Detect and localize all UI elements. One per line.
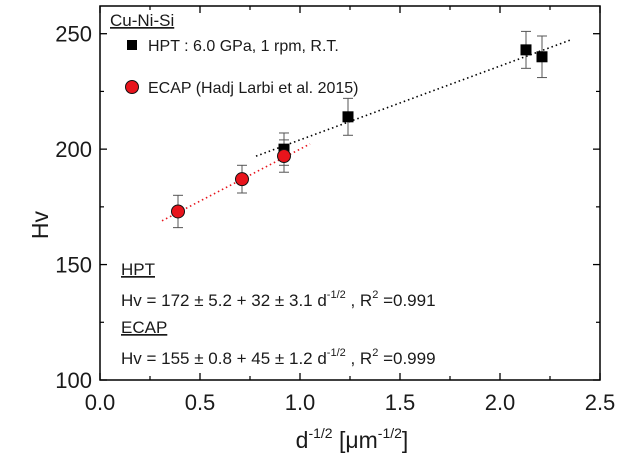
x-tick-label: 1.0 xyxy=(285,390,316,415)
data-points xyxy=(171,30,548,229)
x-tick-label: 0.5 xyxy=(185,390,216,415)
legend-label-ecap: ECAP (Hadj Larbi et al. 2015) xyxy=(148,80,358,97)
y-axis-label: Hv xyxy=(27,210,53,239)
x-tick-label: 0.0 xyxy=(85,390,116,415)
annotation-heading-ecap: ECAP xyxy=(121,318,167,337)
data-point-square xyxy=(342,111,354,123)
fit-line xyxy=(255,38,573,157)
x-axis-label: d-1/2 [μm-1/2] xyxy=(296,425,409,453)
x-tick-label: 2.5 xyxy=(585,390,616,415)
fit-line xyxy=(161,143,311,222)
data-point-circle xyxy=(235,172,249,187)
y-tick-label: 250 xyxy=(55,22,92,47)
x-tick-label: 1.5 xyxy=(385,390,416,415)
data-point-square xyxy=(520,44,532,56)
y-axis: 100 150 200 250 xyxy=(55,22,600,393)
annotation-heading-hpt: HPT xyxy=(121,260,155,279)
y-tick-label: 100 xyxy=(55,368,92,393)
legend-title: Cu-Ni-Si xyxy=(110,11,174,30)
legend-marker-ecap xyxy=(125,80,139,94)
legend: Cu-Ni-Si HPT : 6.0 GPa, 1 rpm, R.T. ECAP… xyxy=(110,11,358,97)
y-tick-label: 150 xyxy=(55,253,92,278)
annotation-equation-ecap: Hv = 155 ± 0.8 + 45 ± 1.2 d-1/2 , R2 =0.… xyxy=(121,347,436,368)
x-tick-label: 2.0 xyxy=(485,390,516,415)
plot-frame xyxy=(99,5,601,381)
data-point-circle xyxy=(171,204,185,219)
x-axis: 0.0 0.5 1.0 1.5 2.0 2.5 xyxy=(85,6,616,415)
y-tick-label: 200 xyxy=(55,137,92,162)
data-point-square xyxy=(536,51,548,63)
equations: HPT Hv = 172 ± 5.2 + 32 ± 3.1 d-1/2 , R2… xyxy=(121,260,436,368)
legend-marker-hpt xyxy=(127,40,137,50)
annotation-equation-hpt: Hv = 172 ± 5.2 + 32 ± 3.1 d-1/2 , R2 =0.… xyxy=(121,289,436,310)
fit-lines xyxy=(161,38,573,222)
data-point-circle xyxy=(277,149,291,164)
legend-label-hpt: HPT : 6.0 GPa, 1 rpm, R.T. xyxy=(148,38,339,55)
